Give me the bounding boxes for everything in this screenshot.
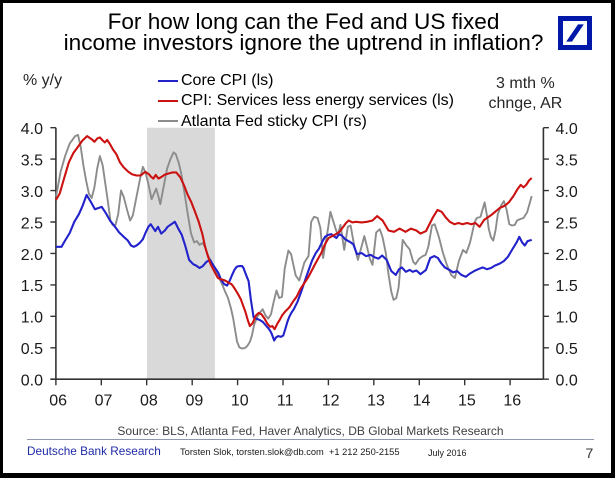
svg-text:2.5: 2.5 xyxy=(556,215,578,232)
svg-text:2.0: 2.0 xyxy=(556,247,578,264)
svg-text:08: 08 xyxy=(140,393,158,410)
svg-text:0.0: 0.0 xyxy=(21,373,43,390)
svg-text:3.0: 3.0 xyxy=(21,184,43,201)
svg-text:10: 10 xyxy=(231,393,249,410)
svg-text:4.0: 4.0 xyxy=(556,121,578,138)
svg-text:0.5: 0.5 xyxy=(556,341,578,358)
svg-text:16: 16 xyxy=(503,393,521,410)
svg-text:2.5: 2.5 xyxy=(21,215,43,232)
svg-text:07: 07 xyxy=(95,393,113,410)
svg-text:09: 09 xyxy=(186,393,204,410)
svg-text:0.0: 0.0 xyxy=(556,373,578,390)
svg-text:14: 14 xyxy=(413,393,431,410)
svg-text:4.0: 4.0 xyxy=(21,121,43,138)
svg-text:1.0: 1.0 xyxy=(21,310,43,327)
svg-text:1.5: 1.5 xyxy=(556,278,578,295)
svg-text:13: 13 xyxy=(367,393,385,410)
svg-text:15: 15 xyxy=(458,393,476,410)
svg-text:3.0: 3.0 xyxy=(556,184,578,201)
svg-text:0.5: 0.5 xyxy=(21,341,43,358)
svg-text:1.0: 1.0 xyxy=(556,310,578,327)
svg-text:11: 11 xyxy=(277,393,294,410)
svg-text:3.5: 3.5 xyxy=(21,152,43,169)
svg-text:12: 12 xyxy=(322,393,340,410)
svg-text:3.5: 3.5 xyxy=(556,152,578,169)
svg-text:1.5: 1.5 xyxy=(21,278,43,295)
svg-text:06: 06 xyxy=(49,393,67,410)
svg-text:2.0: 2.0 xyxy=(21,247,43,264)
